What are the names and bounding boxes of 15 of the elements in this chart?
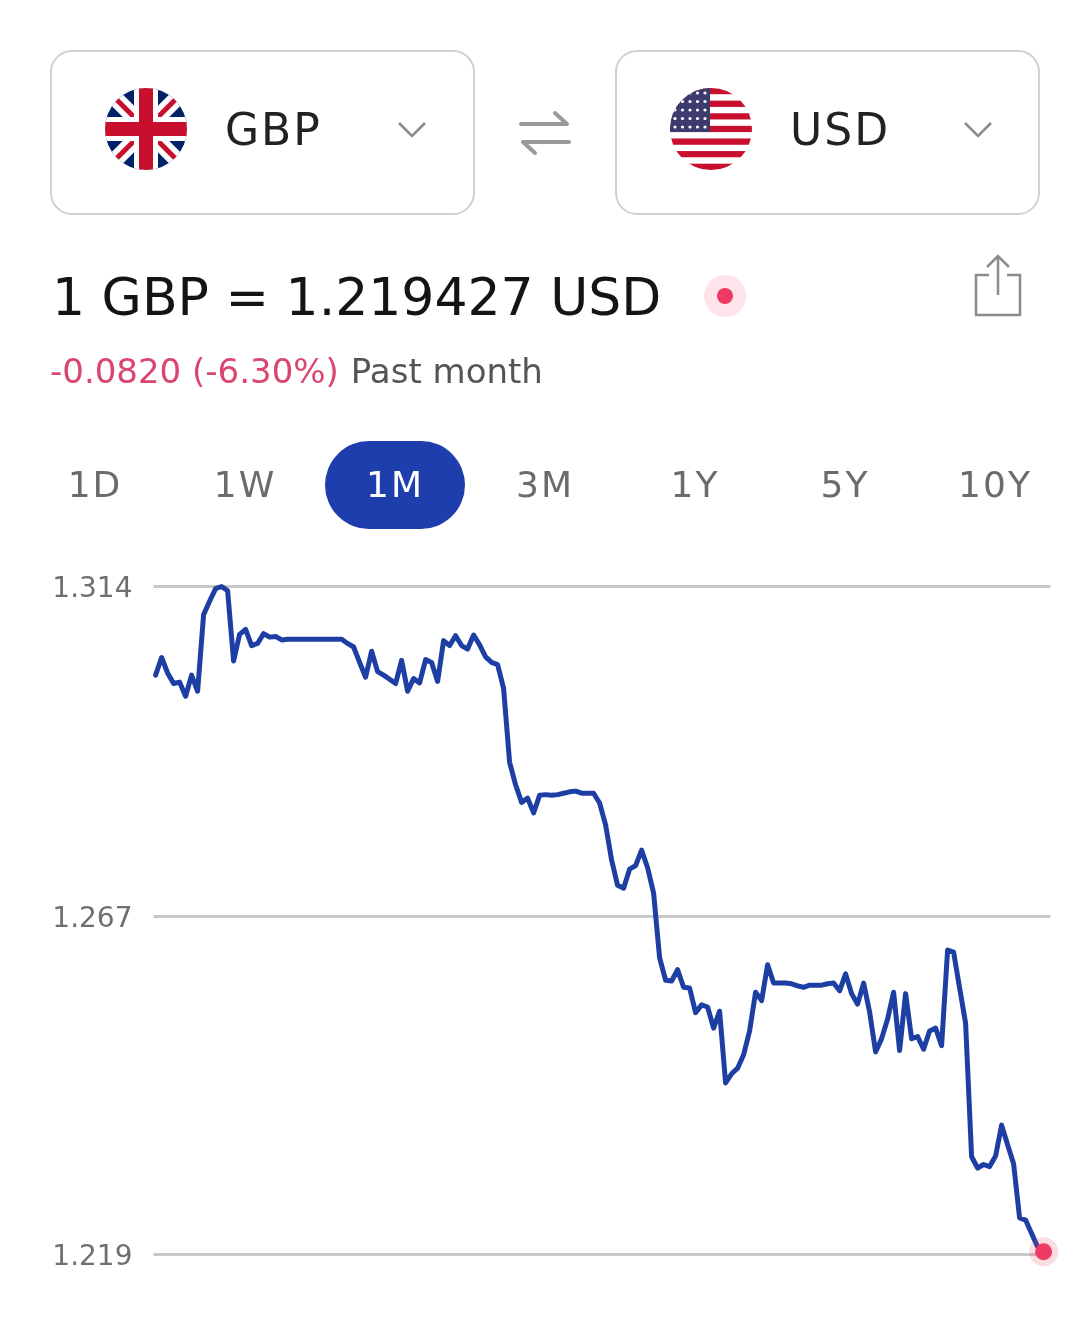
text: 1Y xyxy=(670,463,720,507)
text: 1W xyxy=(213,463,277,507)
text: GBP xyxy=(225,104,322,155)
text: 3M xyxy=(516,463,574,507)
y-tick-label: 1.314 xyxy=(52,571,133,604)
text: 1D xyxy=(67,463,123,507)
chart-subtitle: -0.0820 (-6.30%) xyxy=(50,351,339,391)
text: 5Y xyxy=(820,463,870,507)
text: 10Y xyxy=(958,463,1032,507)
text: Past month xyxy=(350,351,543,391)
text: USD xyxy=(790,104,891,155)
y-tick-label: 1.267 xyxy=(52,901,133,935)
text: 1M xyxy=(366,463,424,507)
y-tick-label: 1.219 xyxy=(52,1239,133,1272)
chart-title: 1 GBP = 1.219427 USD xyxy=(52,267,662,327)
